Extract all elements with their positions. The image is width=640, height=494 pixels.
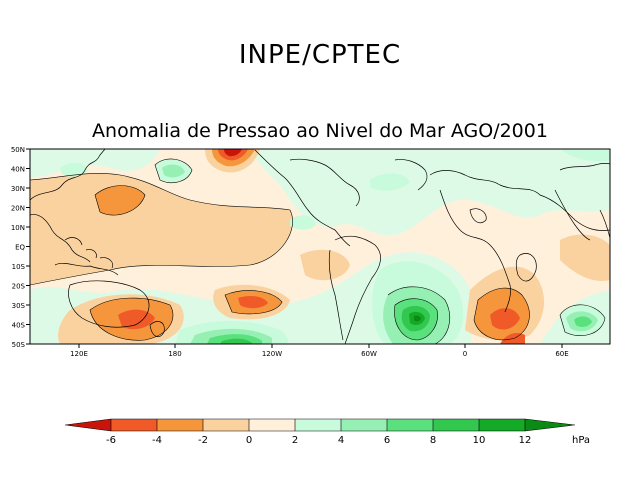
lat-label-30s: 30S bbox=[12, 302, 26, 310]
colorbar-arrow-left bbox=[65, 419, 111, 431]
lat-label-40n: 40N bbox=[11, 166, 25, 174]
lon-label-60e: 60E bbox=[555, 350, 568, 358]
lat-label-eq: EQ bbox=[15, 244, 25, 252]
colorbar-swatch bbox=[111, 419, 157, 431]
colorbar-label: 12 bbox=[519, 435, 532, 446]
colorbar-swatch bbox=[387, 419, 433, 431]
lon-label-0: 0 bbox=[463, 350, 467, 358]
colorbar-swatch bbox=[157, 419, 203, 431]
lat-label-50s: 50S bbox=[12, 341, 26, 349]
lon-label-60w: 60W bbox=[361, 350, 377, 358]
lat-label-10n: 10N bbox=[11, 224, 25, 232]
agency-header: INPE/CPTEC bbox=[238, 40, 402, 70]
colorbar-swatch bbox=[433, 419, 479, 431]
colorbar-swatch bbox=[249, 419, 295, 431]
colorbar-swatch bbox=[295, 419, 341, 431]
colorbar: -6 -4 -2 0 2 4 6 8 10 12 hPa bbox=[64, 418, 590, 446]
colorbar-label: 10 bbox=[473, 435, 486, 446]
colorbar-swatch bbox=[203, 419, 249, 431]
colorbar-label: 8 bbox=[430, 435, 436, 446]
lat-label-30n: 30N bbox=[11, 185, 25, 193]
colorbar-label: 0 bbox=[246, 435, 252, 446]
map-title: Anomalia de Pressao ao Nivel do Mar AGO/… bbox=[92, 120, 548, 142]
lat-label-20s: 20S bbox=[12, 283, 26, 291]
colorbar-label: 2 bbox=[292, 435, 298, 446]
longitude-axis: 120E 180 120W 60W 0 60E bbox=[70, 344, 569, 358]
colorbar-label: 6 bbox=[384, 435, 390, 446]
lon-label-120w: 120W bbox=[262, 350, 282, 358]
lon-label-120e: 120E bbox=[70, 350, 88, 358]
lat-label-50n: 50N bbox=[11, 146, 25, 154]
latitude-axis: 50N 40N 30N 20N 10N EQ 10S 20S 30S 40S 5… bbox=[11, 146, 30, 349]
colorbar-swatch bbox=[479, 419, 525, 431]
colorbar-label: -6 bbox=[106, 435, 116, 446]
lat-label-10s: 10S bbox=[12, 263, 26, 271]
colorbar-arrow-right bbox=[525, 419, 575, 431]
colorbar-unit: hPa bbox=[572, 435, 590, 446]
lon-label-180: 180 bbox=[168, 350, 181, 358]
colorbar-label: 4 bbox=[338, 435, 344, 446]
colorbar-label: -4 bbox=[152, 435, 162, 446]
lat-label-40s: 40S bbox=[12, 322, 26, 330]
lat-label-20n: 20N bbox=[11, 205, 25, 213]
anomaly-fields bbox=[30, 149, 610, 344]
colorbar-swatch bbox=[341, 419, 387, 431]
colorbar-label: -2 bbox=[198, 435, 208, 446]
coastlines bbox=[30, 149, 610, 344]
